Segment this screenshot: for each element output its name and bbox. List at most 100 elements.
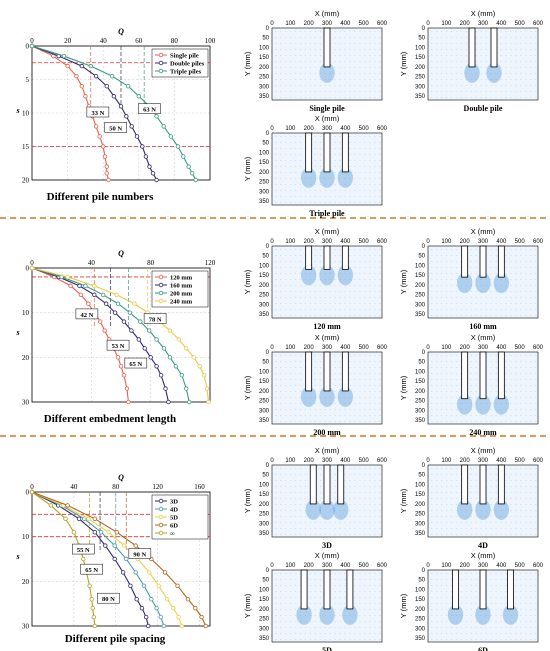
piv-vector: [505, 527, 507, 530]
piv-vector: [274, 201, 277, 204]
piv-vector: [339, 596, 341, 599]
piv-vector: [368, 159, 371, 162]
piv-vector: [274, 36, 277, 39]
piv-x-tick: 0: [270, 21, 274, 27]
piv-vector: [294, 420, 297, 423]
data-point: [102, 328, 107, 333]
piv-vector: [329, 290, 332, 293]
piv-vector: [500, 60, 502, 63]
piv-vector: [368, 30, 371, 33]
piv-vector: [359, 48, 361, 51]
piv-x-tick: 300: [322, 21, 333, 27]
piv-vector: [299, 485, 302, 488]
piv-vector: [314, 384, 317, 387]
piv-vector: [329, 638, 332, 641]
data-point: [103, 301, 109, 306]
piv-vector: [490, 420, 493, 423]
piv-vector: [289, 141, 292, 144]
piv-vector: [445, 515, 448, 518]
piv-vector: [495, 284, 497, 287]
piv-vector: [319, 420, 322, 423]
data-point: [115, 355, 121, 360]
piv-vector: [378, 272, 381, 275]
piv-vector: [378, 608, 381, 611]
piv-y-tick: 350: [259, 531, 270, 537]
data-point: [143, 614, 149, 620]
piv-vector: [515, 30, 517, 33]
piv-vector: [349, 497, 351, 500]
piv-vector: [354, 278, 356, 281]
piv-vector: [460, 30, 463, 33]
piv-vector: [319, 30, 322, 33]
piv-vector: [490, 402, 493, 405]
piv-vector: [359, 632, 361, 635]
piv-vector: [324, 638, 327, 641]
piv-vector: [373, 632, 376, 635]
data-point: [181, 154, 186, 159]
piv-vector: [319, 84, 322, 87]
piv-vector: [450, 378, 453, 381]
piv-caption: Double pile: [464, 104, 503, 113]
piv-vector: [364, 141, 366, 144]
piv-vector: [344, 626, 346, 629]
piv-vector: [378, 42, 381, 45]
piv-vector: [529, 254, 532, 257]
piv-vector: [309, 48, 312, 51]
piv-vector: [475, 266, 478, 269]
piv-vector: [378, 503, 381, 506]
piv-vector: [520, 308, 522, 311]
piv-vector: [529, 272, 532, 275]
piv-vector: [284, 278, 287, 281]
piv-vector: [364, 596, 366, 599]
piv-vector: [455, 90, 458, 93]
piv-vector: [319, 491, 322, 494]
piv-vector: [524, 420, 527, 423]
piv-vector: [299, 135, 302, 138]
piv-vector: [339, 584, 341, 587]
piv-vector: [534, 521, 537, 524]
piv-vector: [314, 302, 317, 305]
piv-vector: [368, 384, 371, 387]
piv-vector: [334, 378, 337, 381]
piv-vector: [309, 66, 312, 69]
piv-vector: [378, 78, 381, 81]
piv-vector: [294, 372, 297, 375]
piv-vector: [480, 84, 483, 87]
piv-vector: [460, 72, 463, 75]
piv-vector: [309, 614, 312, 617]
piv-vector: [364, 84, 366, 87]
piv-vector: [299, 638, 302, 641]
piv-vector: [289, 527, 292, 530]
piv-vector: [460, 296, 463, 299]
piv-vector: [510, 78, 512, 81]
piv-vector: [378, 408, 381, 411]
piv-vector: [510, 473, 512, 476]
piv-vector: [284, 78, 287, 81]
piv-vector: [510, 308, 512, 311]
piv-vector: [339, 638, 341, 641]
piv-vector: [349, 189, 351, 192]
data-point: [171, 605, 176, 611]
piv-vector: [329, 195, 332, 198]
piv-vector: [299, 60, 302, 63]
piv-y-tick: 100: [259, 45, 270, 51]
piv-vector: [368, 354, 371, 357]
piv-vector: [349, 54, 351, 57]
piv-vector: [359, 578, 361, 581]
piv-vector: [329, 402, 332, 405]
piv-vector: [354, 66, 356, 69]
data-point: [97, 134, 102, 139]
piv-vector: [378, 84, 381, 87]
piv-vector: [368, 189, 371, 192]
piv-vector: [430, 396, 433, 399]
piv-vector: [299, 296, 302, 299]
piv-vector: [490, 90, 493, 93]
piv-vector: [354, 527, 356, 530]
piv-vector: [334, 620, 337, 623]
piv-vector: [339, 147, 341, 150]
piv-vector: [284, 479, 287, 482]
pile-outline: [323, 569, 331, 610]
piv-vector: [440, 372, 443, 375]
piv-vector: [368, 302, 371, 305]
piv-y-tick: 50: [262, 36, 269, 42]
